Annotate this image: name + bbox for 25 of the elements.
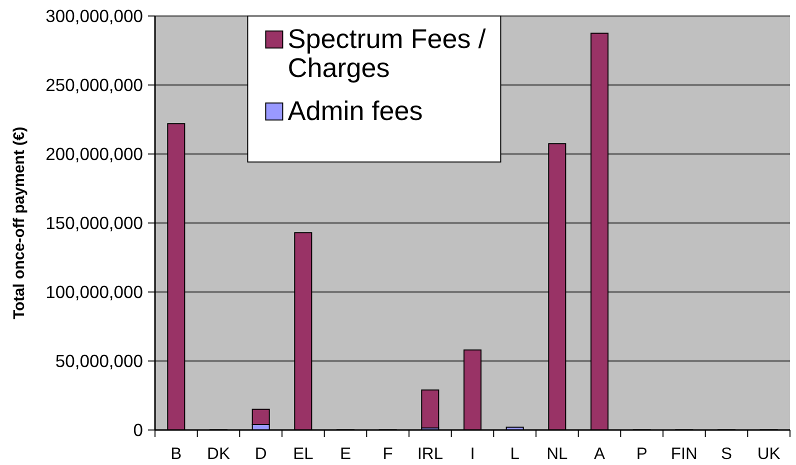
y-tick-label: 150,000,000 [46, 213, 144, 234]
x-tick-label: F [382, 445, 393, 463]
x-tick-label: NL [546, 445, 568, 463]
legend-label: Spectrum Fees / Charges [288, 24, 486, 83]
legend-label: Admin fees [288, 96, 423, 126]
x-tick-label: E [340, 445, 352, 463]
x-tick-label: B [170, 445, 182, 463]
x-tick-label: DK [207, 445, 230, 463]
y-tick-label: 0 [133, 420, 144, 440]
y-tick-label: 250,000,000 [46, 75, 144, 96]
x-tick-label: S [720, 445, 732, 463]
y-tick-label: 50,000,000 [55, 351, 144, 372]
x-tick-label: EL [293, 445, 314, 463]
y-tick-label: 100,000,000 [46, 282, 144, 302]
x-tick-label: I [470, 445, 475, 463]
x-tick-label: UK [757, 445, 780, 463]
y-axis-title: Total once-off payment (€) [11, 126, 28, 320]
x-tick-label: IRL [417, 445, 444, 463]
x-tick-label: L [510, 445, 520, 463]
x-tick-label: FIN [670, 445, 698, 463]
x-tick-label: A [594, 445, 606, 463]
x-tick-label: D [254, 445, 267, 463]
y-tick-label: 200,000,000 [46, 144, 144, 164]
y-tick-label: 300,000,000 [46, 6, 144, 26]
x-tick-label: P [636, 445, 648, 463]
